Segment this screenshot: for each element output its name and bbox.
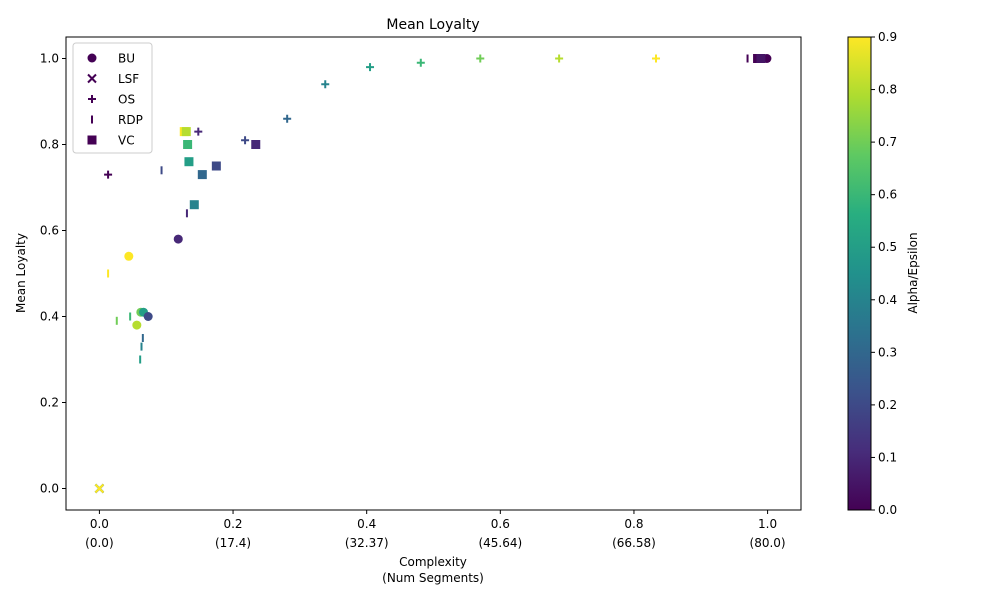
point-os-0 <box>104 170 113 179</box>
point-vc-2 <box>183 140 193 149</box>
legend-frame <box>72 42 153 154</box>
x-tick-label-0: 0.0 <box>90 517 109 531</box>
legend-marker-vc <box>87 135 97 145</box>
x-tick-sublabel-5: (80.0) <box>750 536 786 550</box>
legend-marker-lsf <box>87 73 97 84</box>
colorbar-tick-label-6: 0.6 <box>878 188 897 202</box>
point-vc-7 <box>251 140 261 149</box>
x-axis-label-sub: (Num Segments) <box>382 571 484 585</box>
legend-marker-os <box>88 95 96 103</box>
y-tick-label-3: 0.6 <box>40 224 59 238</box>
colorbar-tick-label-8: 0.8 <box>878 83 897 97</box>
point-vc-6 <box>211 161 221 171</box>
point-vc-1 <box>181 127 191 137</box>
x-tick-label-1: 0.2 <box>223 517 242 531</box>
point-os-7 <box>476 54 485 63</box>
point-vc-9 <box>756 54 766 63</box>
legend-label-bu: BU <box>118 52 135 66</box>
point-os-5 <box>366 63 375 72</box>
colorbar-tick-label-1: 0.1 <box>878 450 897 464</box>
x-tick-sublabel-0: (0.0) <box>85 536 113 550</box>
point-os-4 <box>321 80 330 89</box>
colorbar-gradient <box>847 36 872 511</box>
legend-label-lsf: LSF <box>118 72 139 86</box>
point-vc-5 <box>197 170 207 180</box>
legend-label-vc: VC <box>118 134 135 148</box>
colorbar-tick-label-2: 0.2 <box>878 398 897 412</box>
point-bu-1 <box>132 320 142 330</box>
point-bu-5 <box>173 234 183 244</box>
colorbar-tick-label-4: 0.4 <box>878 293 897 307</box>
colorbar-tick-label-7: 0.7 <box>878 135 897 149</box>
x-tick-label-4: 0.8 <box>624 517 643 531</box>
point-vc-3 <box>184 157 194 167</box>
x-tick-label-2: 0.4 <box>357 517 376 531</box>
point-os-3 <box>283 114 292 123</box>
x-tick-sublabel-4: (66.58) <box>612 536 656 550</box>
point-os-2 <box>241 136 250 145</box>
y-tick-label-2: 0.4 <box>40 310 59 324</box>
legend-marker-bu <box>87 53 97 63</box>
colorbar-tick-label-9: 0.9 <box>878 30 897 44</box>
x-tick-sublabel-1: (17.4) <box>215 536 251 550</box>
y-tick-label-1: 0.2 <box>40 396 59 410</box>
chart-title: Mean Loyalty <box>386 17 479 33</box>
colorbar-label: Alpha/Epsilon <box>906 232 920 313</box>
x-tick-label-5: 1.0 <box>758 517 777 531</box>
point-os-6 <box>416 58 425 67</box>
data-points <box>94 54 772 494</box>
x-axis-label: Complexity <box>399 555 467 569</box>
y-tick-label-5: 1.0 <box>40 52 59 66</box>
point-vc-4 <box>189 200 199 210</box>
x-tick-sublabel-2: (32.37) <box>345 536 389 550</box>
legend: BU LSF OS RDP VC <box>72 42 153 154</box>
y-axis-label: Mean Loyalty <box>14 233 28 313</box>
legend-label-os: OS <box>118 93 135 107</box>
point-os-9 <box>652 54 661 63</box>
point-os-8 <box>555 54 564 63</box>
y-tick-label-0: 0.0 <box>40 482 59 496</box>
point-os-1 <box>194 127 203 136</box>
colorbar-tick-label-5: 0.5 <box>878 240 897 254</box>
x-axis-ticks: 0.0 (0.0) 0.2 (17.4) 0.4 (32.37) 0.6 (45.64) 0.8… <box>85 510 786 550</box>
legend-label-rdp: RDP <box>118 113 143 127</box>
plot-frame <box>65 36 802 511</box>
y-axis-ticks: 0.0 0.2 0.4 0.6 0.8 1.0 <box>40 52 66 496</box>
y-tick-label-4: 0.8 <box>40 138 59 152</box>
colorbar-tick-label-0: 0.0 <box>878 503 897 517</box>
x-tick-label-3: 0.6 <box>491 517 510 531</box>
x-tick-sublabel-3: (45.64) <box>478 536 522 550</box>
point-bu-4 <box>143 312 153 321</box>
colorbar: 0.0 0.1 0.2 0.3 0.4 0.5 0.6 0.7 0.8 0.9 <box>847 30 897 517</box>
colorbar-tick-label-3: 0.3 <box>878 345 897 359</box>
point-bu-0 <box>124 251 134 261</box>
point-lsf-3 <box>94 483 105 494</box>
